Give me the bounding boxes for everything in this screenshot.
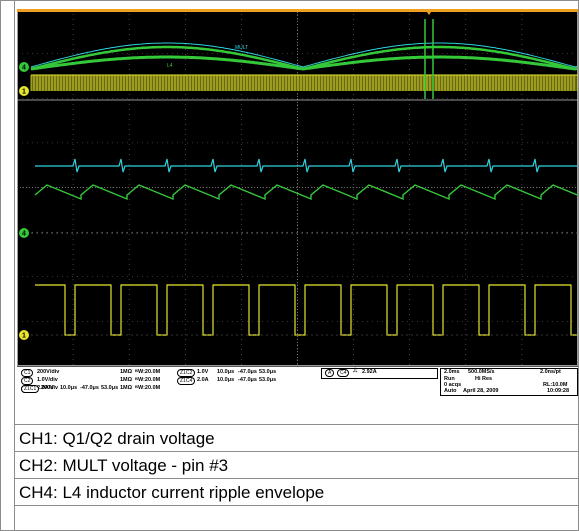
z1c4-t1: 10.0μs: [217, 377, 235, 383]
acq-mode: Hi Res: [475, 376, 493, 382]
c4-bandwidth: W:20.0M: [138, 385, 161, 391]
ch4-marker-zoom-label: 4: [22, 231, 26, 238]
trigger-auto: Auto: [444, 388, 457, 394]
run-state: Run: [444, 376, 455, 382]
ch1-drain-zoom: [35, 284, 578, 336]
ch2-mult-zoom: [35, 158, 578, 173]
c4-bw-flag: B: [135, 384, 138, 389]
z1c4-t2: -47.0μs: [238, 377, 257, 383]
scope-status-bar: C1 200V/div 1MΩ B W:20.0M C2 1.0V/div 1M…: [17, 366, 578, 396]
c2-bw-flag: B: [135, 376, 138, 381]
waveform-display: 4 1 4 1 MULT L4: [17, 9, 578, 366]
trigger-slope-icon: ⎍: [353, 368, 358, 374]
z1c2-t1: 10.0μs: [217, 369, 235, 375]
caption-row-ch2: CH2: MULT voltage - pin #3: [15, 451, 578, 479]
c4-scale: 2.0A/div: [37, 385, 59, 391]
capture-date: April 28, 2009: [463, 388, 499, 394]
c1-bw-flag: B: [135, 368, 138, 373]
c1-impedance: 1MΩ: [120, 369, 133, 375]
c4-badge: C4: [21, 385, 34, 393]
z1c4-badge: Z1C4: [177, 377, 196, 385]
left-gutter-divider: [14, 0, 15, 530]
time-per-point: 2.0ns/pt: [540, 369, 561, 375]
ch1-drain-band: [31, 75, 576, 91]
caption-bottom-rule: [15, 505, 578, 506]
caption-row-ch4: CH4: L4 inductor current ripple envelope: [15, 478, 578, 506]
acq-count: 0 acqs: [444, 382, 462, 388]
oscilloscope-screen: 4 1 4 1 MULT L4 C1 200V/div 1MΩ B W:20.0M C2 …: [17, 9, 578, 396]
time-per-div: 2.0ms: [444, 369, 460, 375]
trigger-level: 2.92A: [362, 369, 377, 375]
c1-bandwidth: W:20.0M: [138, 369, 161, 375]
caption-ch1: CH1: Q1/Q2 drain voltage: [19, 429, 215, 448]
sample-rate: 500.0MS/s: [468, 369, 495, 375]
ch2-mult-top: [30, 42, 578, 68]
trace-label-mult: MULT: [235, 45, 248, 51]
capture-time: 10:09:28: [547, 388, 570, 394]
ch1-marker-top: [19, 86, 29, 96]
caption-ch4: CH4: L4 inductor current ripple envelope: [19, 483, 325, 502]
ch1-marker-zoom-label: 1: [22, 333, 26, 340]
ch1-marker-top-label: 1: [22, 89, 26, 96]
timebase-box: [440, 368, 578, 396]
ch1-marker-zoom: [19, 330, 29, 340]
c2-impedance: 1MΩ: [120, 377, 133, 383]
c2-badge: C2: [21, 377, 34, 385]
trigger-box: [321, 368, 438, 379]
c2-scale: 1.0V/div: [37, 377, 58, 383]
caption-ch2: CH2: MULT voltage - pin #3: [19, 456, 229, 475]
c2-bandwidth: W:20.0M: [138, 377, 161, 383]
ch4-marker-zoom: [19, 228, 29, 238]
ch4-ripple-zoom: [34, 184, 578, 201]
z1c4-t3: 53.0μs: [259, 377, 277, 383]
trigger-mode-badge: A: [325, 369, 335, 377]
c1-badge: C1: [21, 369, 34, 377]
trigger-position-marker: [425, 9, 433, 15]
c1-scale: 200V/div: [37, 369, 60, 375]
z1c2-t3: 53.0μs: [259, 369, 277, 375]
zoom-window-bar: [17, 9, 578, 12]
trace-label-l4: L4: [167, 63, 173, 69]
ch4-envelope-body: [30, 55, 578, 71]
c4-impedance: 1MΩ: [120, 385, 133, 391]
z1c2-scale: 1.0V: [197, 369, 209, 375]
record-length: RL:10.0M: [543, 382, 568, 388]
ch4-marker-top-label: 4: [22, 65, 26, 72]
z1c2-badge: Z1C2: [177, 369, 196, 377]
z1c2-t2: -47.0μs: [238, 369, 257, 375]
ch4-marker-top: [19, 62, 29, 72]
caption-row-ch1: CH1: Q1/Q2 drain voltage: [15, 424, 578, 452]
z1c4-scale: 2.0A: [197, 377, 209, 383]
trigger-source-badge: C4: [337, 369, 350, 377]
